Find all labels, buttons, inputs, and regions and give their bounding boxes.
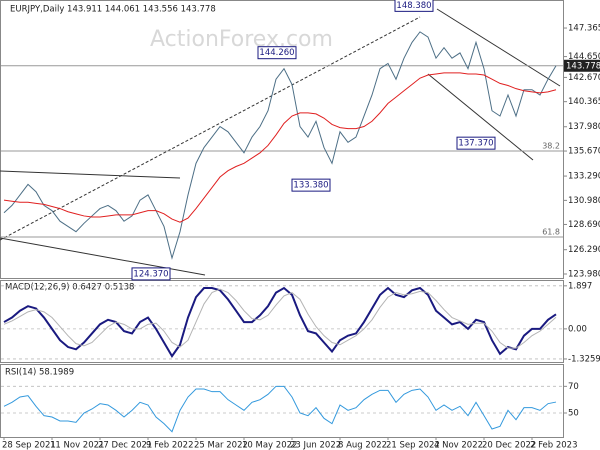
series-line: [3, 72, 557, 223]
y-tick-label: 1.897: [568, 281, 592, 291]
rsi-title: RSI(14) 58.1989: [5, 368, 74, 378]
y-tick-label: 144.650: [568, 52, 600, 62]
macd-title: MACD(12,26,9) 0.6427 0.5138: [5, 283, 134, 293]
trend-line: [436, 8, 561, 87]
last-price-box: [564, 59, 600, 72]
x-tick-label: 21 Sep 2022: [386, 441, 440, 450]
y-tick-label: 126.290: [568, 245, 600, 255]
x-tick-label: 8 Aug 2022: [338, 441, 387, 450]
x-tick-label: 10 May 2022: [242, 441, 297, 450]
rsi-panel: [0, 364, 564, 438]
y-tick-label: 147.365: [568, 24, 600, 34]
trend-line: [427, 73, 534, 161]
last-price-label: 143.778: [566, 61, 600, 71]
fib-label: 38.2: [542, 142, 560, 151]
fib-label: 61.8: [542, 227, 560, 236]
series-line: [3, 31, 557, 260]
y-tick-label: 133.290: [568, 172, 600, 182]
annotation-label: 137.370: [458, 139, 493, 149]
y-tick-label: 0.00: [568, 324, 587, 334]
y-tick-label: 50: [568, 409, 579, 419]
x-tick-label: 27 Dec 2021: [98, 441, 152, 450]
series-line: [3, 385, 557, 433]
watermark: ActionForex.com: [150, 27, 333, 52]
y-tick-label: 142.670: [568, 73, 600, 83]
x-tick-label: 25 Mar 2022: [194, 441, 248, 450]
x-tick-label: 11 Nov 2021: [50, 441, 104, 450]
annotation-label: 124.370: [133, 269, 168, 279]
chart-title: EURJPY,Daily 143.911 144.061 143.556 143…: [10, 5, 216, 15]
annotation-label: 133.380: [293, 181, 328, 191]
annotation-label: 144.260: [259, 48, 294, 58]
annotation-box: [456, 136, 496, 150]
y-tick-label: 135.670: [568, 147, 600, 157]
annotation-box: [131, 267, 171, 281]
macd-panel: [0, 280, 564, 363]
y-tick-label: 128.690: [568, 220, 600, 230]
y-tick-label: 70: [568, 382, 579, 392]
annotation-label: 148.380: [396, 1, 431, 11]
y-tick-label: 140.365: [568, 97, 600, 107]
x-tick-label: 23 Jun 2022: [290, 441, 341, 450]
y-tick-label: 137.980: [568, 122, 600, 132]
y-tick-label: 130.980: [568, 196, 600, 206]
x-tick-label: 2 Feb 2023: [530, 441, 578, 450]
x-tick-label: 20 Dec 2022: [482, 441, 536, 450]
trend-line: [0, 16, 421, 241]
series-line: [3, 288, 557, 349]
y-tick-label: -1.3259: [568, 354, 600, 364]
x-tick-label: 4 Nov 2022: [434, 441, 483, 450]
annotation-box: [257, 46, 297, 60]
y-tick-label: 123.980: [568, 270, 600, 280]
annotation-box: [394, 0, 434, 12]
trend-line: [0, 237, 206, 276]
trend-line: [0, 170, 181, 179]
x-tick-label: 9 Feb 2022: [146, 441, 194, 450]
x-tick-label: 28 Sep 2021: [2, 441, 56, 450]
annotation-box: [291, 178, 331, 192]
series-line: [3, 286, 557, 358]
